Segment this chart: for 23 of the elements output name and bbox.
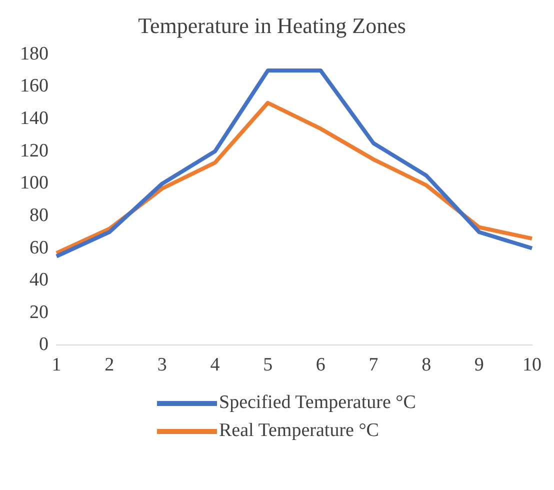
y-tick-label: 120 — [20, 140, 48, 162]
y-tick-label: 180 — [20, 43, 48, 64]
y-tick-label: 60 — [30, 237, 48, 258]
x-tick-label: 9 — [474, 354, 484, 376]
y-tick-label: 80 — [30, 204, 48, 226]
x-tick-label: 1 — [52, 354, 62, 376]
x-tick-label: 3 — [157, 354, 167, 376]
x-tick-label: 4 — [210, 354, 220, 376]
chart-title: Temperature in Heating Zones — [138, 12, 406, 38]
legend-label: Real Temperature °C — [219, 420, 379, 442]
x-tick-label: 7 — [368, 354, 378, 376]
y-tick-label: 160 — [20, 76, 48, 97]
y-tick-label: 140 — [20, 108, 48, 130]
x-tick-label: 5 — [263, 354, 273, 376]
y-tick-label: 40 — [30, 270, 48, 291]
legend-label: Specified Temperature °C — [219, 392, 416, 414]
y-tick-label: 0 — [39, 334, 48, 356]
x-tick-label: 8 — [422, 354, 432, 376]
x-tick-label: 6 — [316, 354, 326, 376]
x-tick-label: 10 — [522, 354, 542, 376]
y-tick-label: 100 — [20, 172, 48, 194]
x-tick-label: 2 — [104, 354, 114, 376]
y-tick-label: 20 — [30, 302, 48, 323]
